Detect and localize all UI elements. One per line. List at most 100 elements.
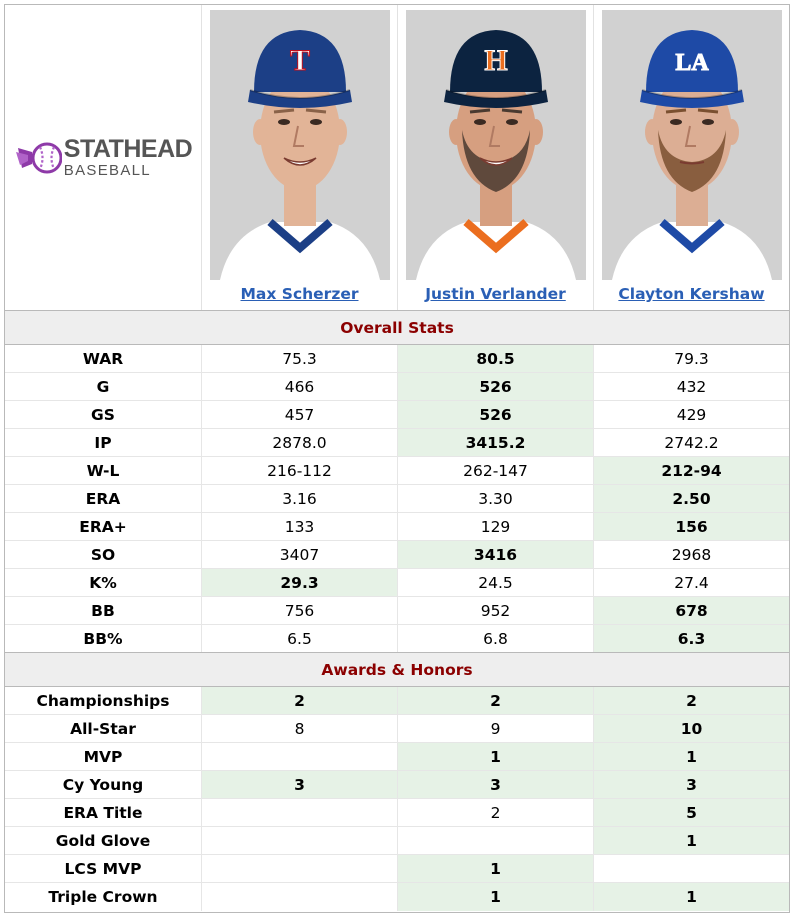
- stat-row: Cy Young 3 3 3: [5, 771, 789, 799]
- stat-value: 3416: [398, 541, 594, 568]
- stat-row: All-Star 8 9 10: [5, 715, 789, 743]
- stat-value: 212-94: [594, 457, 789, 484]
- stat-value: 27.4: [674, 573, 709, 592]
- stat-value: 5: [594, 799, 789, 826]
- stat-value: 952: [398, 597, 594, 624]
- svg-text:T: T: [289, 44, 309, 77]
- stat-row: BB 756 952 678: [5, 597, 789, 625]
- stat-value: 3: [202, 771, 398, 798]
- stat-label: All-Star: [5, 715, 202, 742]
- stat-value: 2: [202, 687, 398, 714]
- stat-row: Triple Crown 1 1: [5, 883, 789, 911]
- stat-label: LCS MVP: [5, 855, 202, 882]
- stat-row: GS 457 526 429: [5, 401, 789, 429]
- stat-value: 457: [202, 401, 398, 428]
- stat-row: Gold Glove 1: [5, 827, 789, 855]
- stat-label: K%: [5, 569, 202, 596]
- player-headshot[interactable]: T: [209, 10, 390, 280]
- player-cell-2: LA Clayton Kershaw: [594, 5, 789, 310]
- stat-value: 79.3: [674, 349, 709, 368]
- stat-label: Gold Glove: [5, 827, 202, 854]
- stat-row: ERA+ 133 129 156: [5, 513, 789, 541]
- section-header: Awards & Honors: [5, 653, 789, 687]
- section-header: Overall Stats: [5, 311, 789, 345]
- stat-label: Cy Young: [5, 771, 202, 798]
- stat-row: ERA Title 2 5: [5, 799, 789, 827]
- stat-row: K% 29.3 24.5 27.4: [5, 569, 789, 597]
- stat-value: 6.5: [202, 625, 398, 652]
- stat-label: W-L: [5, 457, 202, 484]
- stat-value: 156: [594, 513, 789, 540]
- stat-label: ERA Title: [5, 799, 202, 826]
- stat-value: 3.30: [398, 485, 594, 512]
- svg-text:H: H: [484, 44, 507, 77]
- stat-row: SO 3407 3416 2968: [5, 541, 789, 569]
- stat-value: [202, 743, 398, 770]
- stat-value: 2968: [671, 545, 712, 564]
- stat-value: 29.3: [202, 569, 398, 596]
- stathead-baseball-logo[interactable]: STATHEAD BASEBALL: [14, 135, 193, 179]
- stat-value: 3407: [202, 541, 398, 568]
- logo-main-text: STATHEAD: [63, 135, 193, 163]
- stat-label: G: [5, 373, 202, 400]
- stat-value: 526: [398, 373, 594, 400]
- stat-value: 3: [594, 771, 789, 798]
- stat-value: 75.3: [202, 345, 398, 372]
- stat-value: 3415.2: [398, 429, 594, 456]
- logo-sub-text: BASEBALL: [63, 162, 151, 179]
- player-portrait-illustration: LA: [601, 10, 782, 280]
- stat-value: 129: [398, 513, 594, 540]
- player-portrait-illustration: T: [209, 10, 390, 280]
- player-headshot[interactable]: LA: [601, 10, 782, 280]
- stat-value: 80.5: [398, 345, 594, 372]
- stat-row: ERA 3.16 3.30 2.50: [5, 485, 789, 513]
- stat-sections: Overall Stats WAR 75.3 80.5 79.3 G 466 526 432 GS…: [5, 311, 789, 911]
- stat-row: Championships 2 2 2: [5, 687, 789, 715]
- stat-value: 2: [398, 799, 594, 826]
- player-name-link[interactable]: Clayton Kershaw: [618, 285, 765, 303]
- stat-value: 3.16: [202, 485, 398, 512]
- stat-value: 6.3: [594, 625, 789, 652]
- svg-text:LA: LA: [675, 50, 709, 76]
- stat-value: 8: [202, 715, 398, 742]
- stat-value: [202, 799, 398, 826]
- stat-value: [594, 855, 789, 882]
- stat-value: 2878.0: [202, 429, 398, 456]
- player-cell-1: H Justin Verlander: [398, 5, 594, 310]
- logo-cell: STATHEAD BASEBALL: [5, 5, 202, 310]
- stat-label: ERA: [5, 485, 202, 512]
- stat-label: IP: [5, 429, 202, 456]
- stat-value: 466: [202, 373, 398, 400]
- stat-value: 262-147: [398, 457, 594, 484]
- stat-label: Triple Crown: [5, 883, 202, 911]
- stat-value: 9: [398, 715, 594, 742]
- stat-value: 10: [594, 715, 789, 742]
- player-portrait-illustration: H: [405, 10, 586, 280]
- stat-row: BB% 6.5 6.8 6.3: [5, 625, 789, 653]
- stat-value: 1: [398, 743, 594, 770]
- stat-value: 1: [594, 827, 789, 854]
- stat-label: Championships: [5, 687, 202, 714]
- player-header-row: STATHEAD BASEBALL T Max Scherzer: [5, 5, 789, 311]
- stat-value: 678: [594, 597, 789, 624]
- player-name-link[interactable]: Justin Verlander: [425, 285, 566, 303]
- stat-value: 2.50: [594, 485, 789, 512]
- stat-row: W-L 216-112 262-147 212-94: [5, 457, 789, 485]
- stat-value: 2742.2: [664, 433, 719, 452]
- stat-row: LCS MVP 1: [5, 855, 789, 883]
- player-headshot[interactable]: H: [405, 10, 586, 280]
- stat-label: SO: [5, 541, 202, 568]
- stat-value: 526: [398, 401, 594, 428]
- stat-value: 2: [594, 687, 789, 714]
- stat-value: 1: [398, 883, 594, 911]
- stat-row: G 466 526 432: [5, 373, 789, 401]
- stat-value: [398, 827, 594, 854]
- stat-label: ERA+: [5, 513, 202, 540]
- stat-value: 216-112: [202, 457, 398, 484]
- stat-value: 1: [594, 743, 789, 770]
- stat-value: [202, 855, 398, 882]
- player-name-link[interactable]: Max Scherzer: [240, 285, 359, 303]
- stat-value: [202, 883, 398, 911]
- stat-label: MVP: [5, 743, 202, 770]
- comparison-table: STATHEAD BASEBALL T Max Scherzer: [4, 4, 790, 913]
